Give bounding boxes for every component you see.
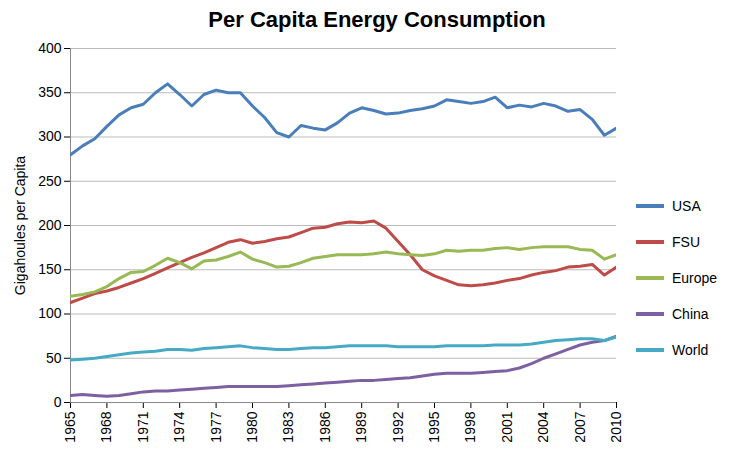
svg-text:1968: 1968 [98,411,114,442]
svg-text:2004: 2004 [535,411,551,442]
svg-text:350: 350 [38,84,62,100]
svg-text:1998: 1998 [462,411,478,442]
svg-text:2010: 2010 [608,411,624,442]
svg-text:100: 100 [38,305,62,321]
svg-text:1965: 1965 [62,411,78,442]
svg-text:250: 250 [38,173,62,189]
svg-text:400: 400 [38,40,62,56]
svg-text:1974: 1974 [171,411,187,442]
svg-text:1977: 1977 [208,411,224,442]
html-text:China: China [672,306,709,322]
svg-text:2007: 2007 [572,411,588,442]
html-text:Europe: Europe [672,270,718,286]
svg-text:2001: 2001 [499,411,515,442]
html-text:USA: USA [672,198,701,214]
svg-text:1971: 1971 [135,411,151,442]
svg-text:1986: 1986 [317,411,333,442]
html-text:Per Capita Energy Consumption: Per Capita Energy Consumption [208,7,546,32]
svg-text:1992: 1992 [390,411,406,442]
svg-text:Gigahoules per Capita: Gigahoules per Capita [12,156,28,296]
svg-text:200: 200 [38,217,62,233]
svg-text:300: 300 [38,128,62,144]
svg-text:1995: 1995 [426,411,442,442]
svg-text:1980: 1980 [244,411,260,442]
svg-text:0: 0 [54,394,62,410]
svg-text:1983: 1983 [280,411,296,442]
html-text:FSU: FSU [672,234,700,250]
svg-text:1989: 1989 [353,411,369,442]
svg-text:150: 150 [38,261,62,277]
html-text:World: World [672,342,709,358]
svg-text:50: 50 [46,350,62,366]
